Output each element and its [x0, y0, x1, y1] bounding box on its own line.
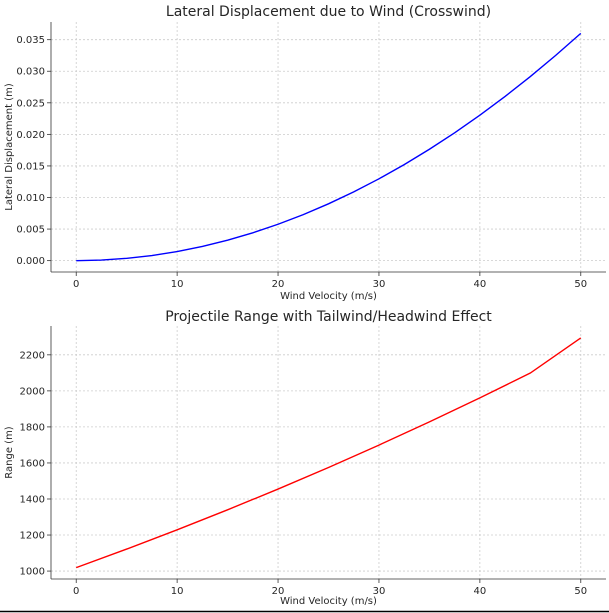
- chart-title: Lateral Displacement due to Wind (Crossw…: [166, 4, 491, 20]
- x-tick-label: 10: [171, 279, 184, 290]
- series-line: [76, 32, 582, 262]
- y-tick-label: 0.010: [16, 193, 45, 204]
- y-tick-label: 0.025: [16, 98, 45, 109]
- y-axis-label: Range (m): [4, 426, 15, 479]
- x-tick-label: 0: [73, 279, 79, 290]
- x-tick-label: 0: [73, 586, 79, 597]
- chart-title: Projectile Range with Tailwind/Headwind …: [165, 309, 492, 325]
- y-tick-label: 0.030: [16, 67, 45, 78]
- x-tick-label: 40: [473, 586, 486, 597]
- y-tick-label: 1800: [20, 422, 45, 433]
- x-tick-label: 40: [473, 279, 486, 290]
- y-tick-label: 0.035: [16, 35, 45, 46]
- y-tick-label: 0.020: [16, 130, 45, 141]
- series-line: [75, 337, 582, 569]
- x-tick-label: 30: [373, 279, 386, 290]
- y-tick-label: 0.015: [16, 161, 45, 172]
- y-tick-label: 1000: [20, 567, 45, 578]
- x-tick-label: 50: [574, 586, 587, 597]
- x-tick-label: 20: [272, 586, 285, 597]
- x-tick-label: 30: [373, 586, 386, 597]
- y-tick-label: 0.005: [16, 225, 45, 236]
- x-tick-label: 10: [171, 586, 184, 597]
- x-axis-label: Wind Velocity (m/s): [280, 291, 377, 302]
- x-axis-label: Wind Velocity (m/s): [280, 596, 377, 607]
- y-axis-label: Lateral Displacement (m): [4, 83, 15, 211]
- y-tick-label: 2200: [20, 350, 45, 361]
- y-tick-label: 0.000: [16, 256, 45, 267]
- y-tick-label: 1600: [20, 458, 45, 469]
- x-tick-label: 50: [574, 279, 587, 290]
- y-tick-label: 2000: [20, 386, 45, 397]
- x-tick-label: 20: [272, 279, 285, 290]
- subplot-2: 0 10 20 30 40 50 1000 1200 1400 1600 1800 2000 2200 P…: [4, 309, 606, 607]
- y-tick-label: 1200: [20, 531, 45, 542]
- y-tick-label: 1400: [20, 494, 45, 505]
- subplot-1: 0 10 20 30 40 50 0.000 0.005 0.010 0.015 0.020 0.02…: [4, 4, 606, 302]
